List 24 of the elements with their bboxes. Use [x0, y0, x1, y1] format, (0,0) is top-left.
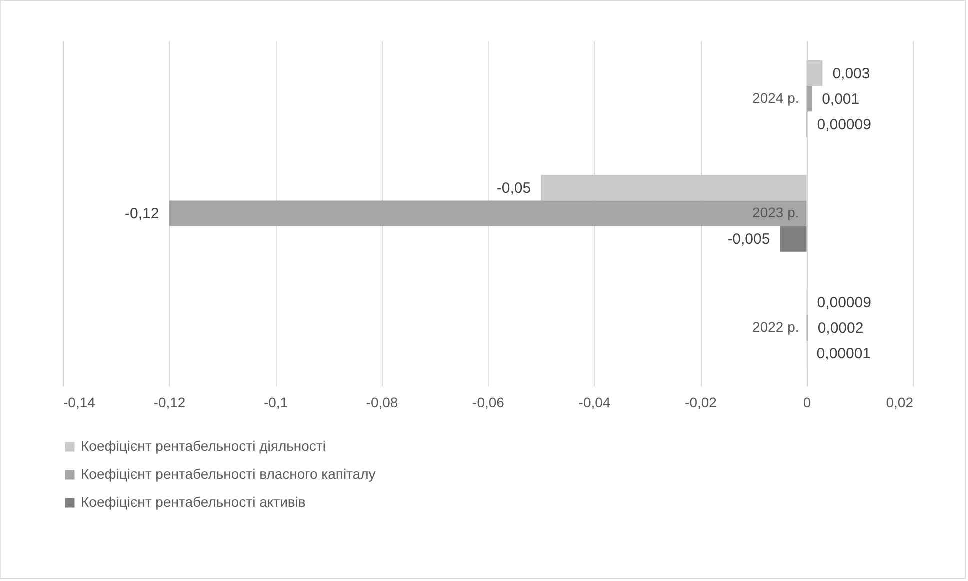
data-label: 0,0002 — [818, 320, 864, 338]
x-tick-label: 0 — [803, 394, 812, 410]
data-label: -0,005 — [728, 231, 770, 248]
y-tick-label: 2023 р. — [752, 204, 800, 220]
legend-label: Коефіцієнт рентабельності власного капіталу — [81, 466, 376, 482]
legend-label: Коефіцієнт рентабельності діяльності — [81, 438, 326, 454]
data-label: -0,05 — [496, 180, 532, 197]
x-tick-label: -0,14 — [64, 394, 96, 410]
data-label: 0,00009 — [817, 294, 872, 312]
x-tick-label: -0,06 — [472, 394, 505, 410]
data-label: 0,003 — [832, 65, 870, 82]
x-tick-label: -0,04 — [578, 394, 611, 410]
x-tick-label: -0,08 — [366, 394, 398, 410]
data-label: -0,12 — [125, 206, 160, 222]
data-label: 0,001 — [822, 90, 860, 108]
data-label: 0,00001 — [816, 346, 872, 363]
legend-label: Коефіцієнт рентабельності активів — [81, 494, 306, 510]
x-tick-label: -0,12 — [154, 394, 186, 410]
y-tick-label: 2024 р. — [752, 90, 800, 106]
x-tick-label: -0,1 — [264, 394, 288, 410]
x-tick-label: -0,02 — [685, 394, 718, 410]
x-tick-label: 0,02 — [886, 394, 914, 410]
y-tick-label: 2022 р. — [752, 319, 800, 336]
data-label: 0,00009 — [817, 116, 872, 134]
